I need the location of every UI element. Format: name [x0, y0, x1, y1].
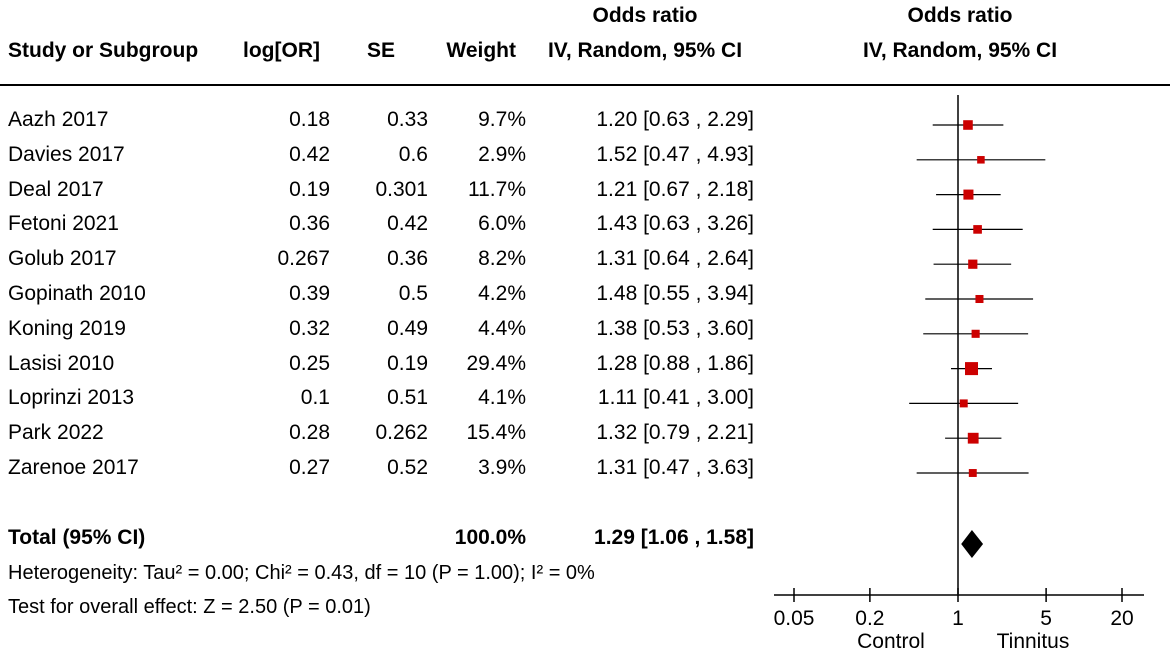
- row-log-or: 0.19: [289, 177, 330, 201]
- row-log-or: 0.39: [289, 282, 330, 305]
- row-se: 0.19: [387, 351, 428, 375]
- row-ci: 1.21 [0.67 , 2.18]: [596, 177, 754, 201]
- row-weight: 4.1%: [478, 386, 526, 410]
- row-weight: 6.0%: [478, 212, 526, 236]
- header-weight: Weight: [446, 39, 516, 62]
- header-plot-sub: IV, Random, 95% CI: [862, 39, 1058, 62]
- total-weight: 100.0%: [454, 526, 526, 549]
- total-ci: 1.29 [1.06 , 1.58]: [594, 526, 754, 549]
- row-weight: 9.7%: [478, 108, 526, 131]
- row-study: Fetoni 2021: [8, 212, 119, 236]
- header-effect-sub: IV, Random, 95% CI: [547, 39, 743, 62]
- point-marker: [971, 329, 980, 338]
- row-study: Koning 2019: [8, 316, 126, 340]
- row-weight: 15.4%: [466, 421, 526, 445]
- row-ci: 1.32 [0.79 , 2.21]: [596, 421, 754, 445]
- point-marker: [959, 399, 968, 408]
- point-marker: [965, 362, 979, 376]
- row-se: 0.301: [375, 177, 428, 201]
- row-weight: 11.7%: [468, 177, 526, 201]
- row-se: 0.262: [375, 421, 428, 445]
- row-study: Golub 2017: [8, 247, 117, 271]
- point-marker: [977, 156, 985, 164]
- heterogeneity-text: Heterogeneity: Tau² = 0.00; Chi² = 0.43,…: [8, 562, 595, 584]
- row-se: 0.51: [387, 386, 428, 410]
- row-log-or: 0.18: [289, 108, 330, 131]
- header-se: SE: [366, 39, 395, 62]
- tick-label: 0.05: [774, 607, 815, 630]
- row-ci: 1.48 [0.55 , 3.94]: [596, 282, 754, 305]
- header-effect-top: Odds ratio: [592, 4, 698, 27]
- row-log-or: 0.36: [289, 212, 330, 236]
- row-ci: 1.11 [0.41 , 3.00]: [597, 386, 754, 410]
- point-marker: [975, 294, 984, 304]
- point-marker: [967, 432, 979, 444]
- row-study: Lasisi 2010: [8, 351, 115, 375]
- row-ci: 1.43 [0.63 , 3.26]: [596, 212, 754, 236]
- row-se: 0.42: [387, 212, 428, 236]
- row-ci: 1.31 [0.64 , 2.64]: [596, 247, 754, 271]
- row-log-or: 0.42: [289, 142, 330, 166]
- row-log-or: 0.267: [277, 247, 330, 271]
- row-study: Davies 2017: [8, 142, 125, 166]
- row-weight: 4.2%: [478, 282, 526, 305]
- row-se: 0.52: [387, 456, 428, 479]
- row-se: 0.36: [387, 247, 428, 271]
- row-study: Park 2022: [8, 421, 104, 445]
- row-study: Aazh 2017: [8, 108, 109, 131]
- header-plot-top: Odds ratio: [907, 4, 1013, 27]
- row-ci: 1.38 [0.53 , 3.60]: [596, 316, 754, 340]
- overall-effect-text: Test for overall effect: Z = 2.50 (P = 0…: [8, 596, 371, 618]
- total-label: Total (95% CI): [8, 526, 146, 549]
- row-log-or: 0.27: [289, 456, 330, 479]
- point-marker: [968, 259, 978, 269]
- tick-label: 20: [1110, 607, 1133, 630]
- row-se: 0.5: [398, 282, 428, 305]
- header-study: Study or Subgroup: [8, 39, 199, 62]
- point-marker: [973, 225, 982, 234]
- row-study: Gopinath 2010: [8, 282, 146, 305]
- row-study: Loprinzi 2013: [8, 386, 135, 410]
- row-se: 0.49: [387, 316, 428, 340]
- row-se: 0.6: [398, 142, 428, 166]
- point-marker: [968, 469, 977, 477]
- row-weight: 3.9%: [478, 456, 526, 479]
- row-log-or: 0.28: [289, 421, 330, 445]
- point-marker: [963, 189, 974, 200]
- row-log-or: 0.1: [300, 386, 330, 410]
- row-study: Zarenoe 2017: [8, 456, 139, 479]
- row-weight: 2.9%: [478, 142, 526, 166]
- row-ci: 1.31 [0.47 , 3.63]: [596, 456, 754, 479]
- row-weight: 4.4%: [478, 316, 526, 340]
- tick-label: 0.2: [855, 607, 884, 630]
- tick-label: 5: [1040, 607, 1052, 630]
- pooled-diamond: [961, 530, 984, 558]
- header-rule: [0, 84, 1170, 86]
- row-study: Deal 2017: [8, 177, 104, 201]
- row-ci: 1.28 [0.88 , 1.86]: [596, 351, 754, 375]
- row-weight: 29.4%: [466, 351, 526, 375]
- point-marker: [963, 120, 973, 130]
- row-ci: 1.20 [0.63 , 2.29]: [596, 108, 754, 131]
- header-log-or: log[OR]: [243, 39, 320, 62]
- x-label-control: Control: [857, 630, 925, 653]
- x-label-tinnitus: Tinnitus: [997, 630, 1070, 653]
- row-ci: 1.52 [0.47 , 4.93]: [596, 142, 754, 166]
- row-se: 0.33: [387, 108, 428, 131]
- row-weight: 8.2%: [478, 247, 526, 271]
- tick-label: 1: [952, 607, 964, 630]
- row-log-or: 0.32: [289, 316, 330, 340]
- row-log-or: 0.25: [289, 351, 330, 375]
